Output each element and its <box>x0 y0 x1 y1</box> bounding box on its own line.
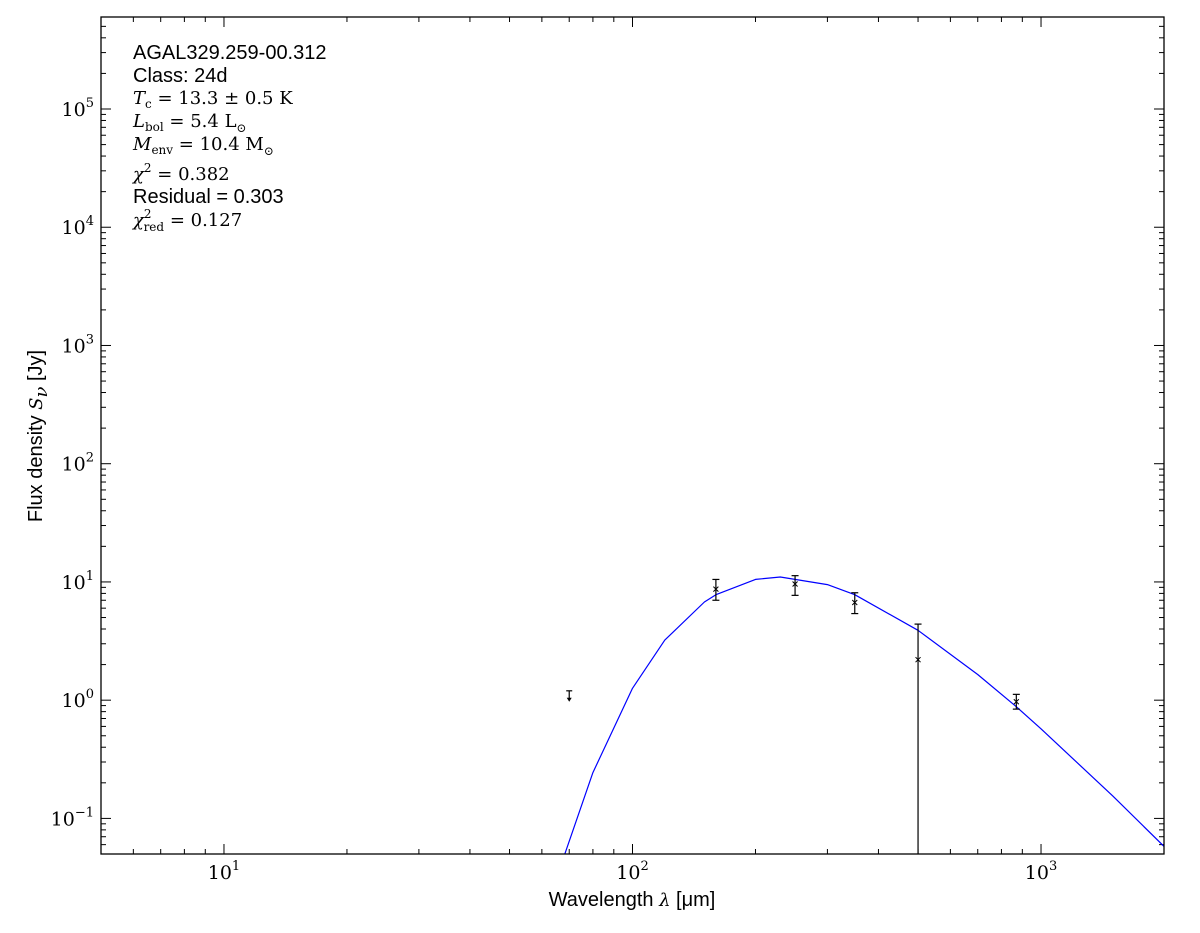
data-point <box>851 592 859 615</box>
y-tick-label: 10−1 <box>51 805 94 830</box>
major-ticks <box>101 17 1164 854</box>
annotation-block: AGAL329.259-00.312 Class: 24d Tc = 13.3 … <box>131 42 327 234</box>
source-name: AGAL329.259-00.312 <box>133 42 327 64</box>
class-label: Class: 24d <box>133 65 228 87</box>
minor-ticks <box>100 16 1165 855</box>
plot-frame <box>100 16 1165 855</box>
chi2-label: χ2 = 0.382 <box>131 161 230 185</box>
y-tick-label: 103 <box>62 332 94 357</box>
x-marker <box>851 599 858 606</box>
x-tick-labels: 101 102 103 <box>208 859 1058 884</box>
x-tick-label: 101 <box>208 859 240 884</box>
mass-label: Menv = 10.4 M⊙ <box>132 134 274 158</box>
data-point <box>566 690 573 702</box>
x-marker <box>792 581 798 587</box>
y-tick-label: 100 <box>62 687 94 712</box>
y-tick-labels: 10−1 100 101 102 103 104 105 <box>51 96 94 830</box>
y-tick-label: 104 <box>62 214 94 239</box>
data-point <box>914 623 922 854</box>
model-curve <box>564 576 1164 854</box>
luminosity-label: Lbol = 5.4 L⊙ <box>132 111 247 135</box>
x-tick-label: 103 <box>1025 859 1057 884</box>
x-tick-label: 102 <box>616 859 648 884</box>
upper-limit-arrow <box>566 697 572 702</box>
y-tick-label: 105 <box>62 96 94 121</box>
temperature-label: Tc = 13.3 ± 0.5 K <box>133 88 293 111</box>
x-marker <box>713 586 719 592</box>
y-tick-label: 101 <box>62 569 94 594</box>
data-point <box>1012 693 1020 710</box>
x-marker <box>1013 698 1020 705</box>
residual-label: Residual = 0.303 <box>133 186 284 208</box>
x-marker <box>915 656 921 663</box>
y-axis-label: Flux density Sν [Jy] <box>25 350 52 522</box>
data-point <box>712 578 720 601</box>
chi2-reduced-label: χ2 red = 0.127 <box>131 207 242 234</box>
data-points <box>566 575 1020 854</box>
data-point <box>791 575 799 596</box>
y-tick-label: 102 <box>62 451 94 476</box>
x-axis-label: Wavelength λ [μm] <box>549 889 716 911</box>
